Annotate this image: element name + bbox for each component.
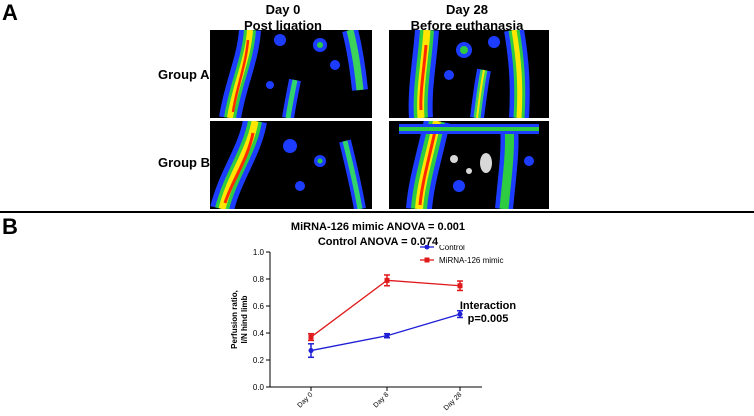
data-point	[384, 277, 390, 283]
perfusion-image-group-b-day28	[389, 121, 549, 209]
column-header-day0: Day 0 Post ligation	[198, 2, 368, 34]
perfusion-line-chart: 0.0 0.2 0.4 0.6 0.8 1.0 Day 0 Day 8 Day 28 Perfus…	[230, 245, 517, 412]
y-tick-label: 0.6	[253, 302, 265, 311]
y-tick-label: 0.2	[253, 356, 265, 365]
x-tick-label: Day 0	[297, 391, 315, 409]
x-tick-label: Day 28	[443, 391, 464, 412]
column-header-day0-line1: Day 0	[265, 2, 301, 17]
column-header-day28: Day 28 Before euthanasia	[382, 2, 552, 34]
legend-marker	[424, 257, 430, 263]
column-header-day28-line1: Day 28	[446, 2, 488, 17]
data-point	[308, 348, 314, 354]
row-label-group-b: Group B	[158, 155, 210, 170]
perfusion-image-group-a-day0	[210, 30, 372, 118]
y-tick-label: 0.8	[253, 275, 265, 284]
interaction-label: Interaction	[460, 300, 517, 312]
anova-mimic-text: MiRNA-126 mimic ANOVA = 0.001	[290, 221, 466, 233]
y-axis-title: Perfusion ratio,	[230, 290, 239, 349]
y-axis-title: I/N hind limb	[240, 295, 249, 343]
anova-control-text: Control ANOVA = 0.074	[317, 236, 439, 248]
panel-divider	[0, 211, 754, 213]
y-tick-label: 0.0	[253, 383, 265, 392]
column-header-day28-line2: Before euthanasia	[410, 18, 524, 33]
panel-b-letter: B	[2, 214, 18, 239]
column-header-day0-line2: Post ligation	[244, 18, 322, 33]
data-point	[457, 283, 463, 289]
panel-a-letter: A	[2, 0, 18, 25]
perfusion-image-group-b-day0	[210, 121, 372, 209]
data-point	[457, 311, 463, 317]
y-tick-label: 0.4	[253, 329, 265, 338]
legend-label: Control	[439, 245, 465, 252]
x-tick-label: Day 8	[373, 391, 391, 409]
y-tick-label: 1.0	[253, 248, 265, 257]
data-point	[308, 334, 314, 340]
perfusion-image-group-a-day28	[389, 30, 549, 118]
interaction-p-value: p=0.005	[468, 313, 509, 325]
data-point	[384, 333, 390, 339]
legend-label: MiRNA-126 mimic	[439, 256, 503, 265]
legend-marker	[424, 245, 430, 250]
row-label-group-a: Group A	[158, 67, 210, 82]
series-line	[310, 279, 461, 338]
